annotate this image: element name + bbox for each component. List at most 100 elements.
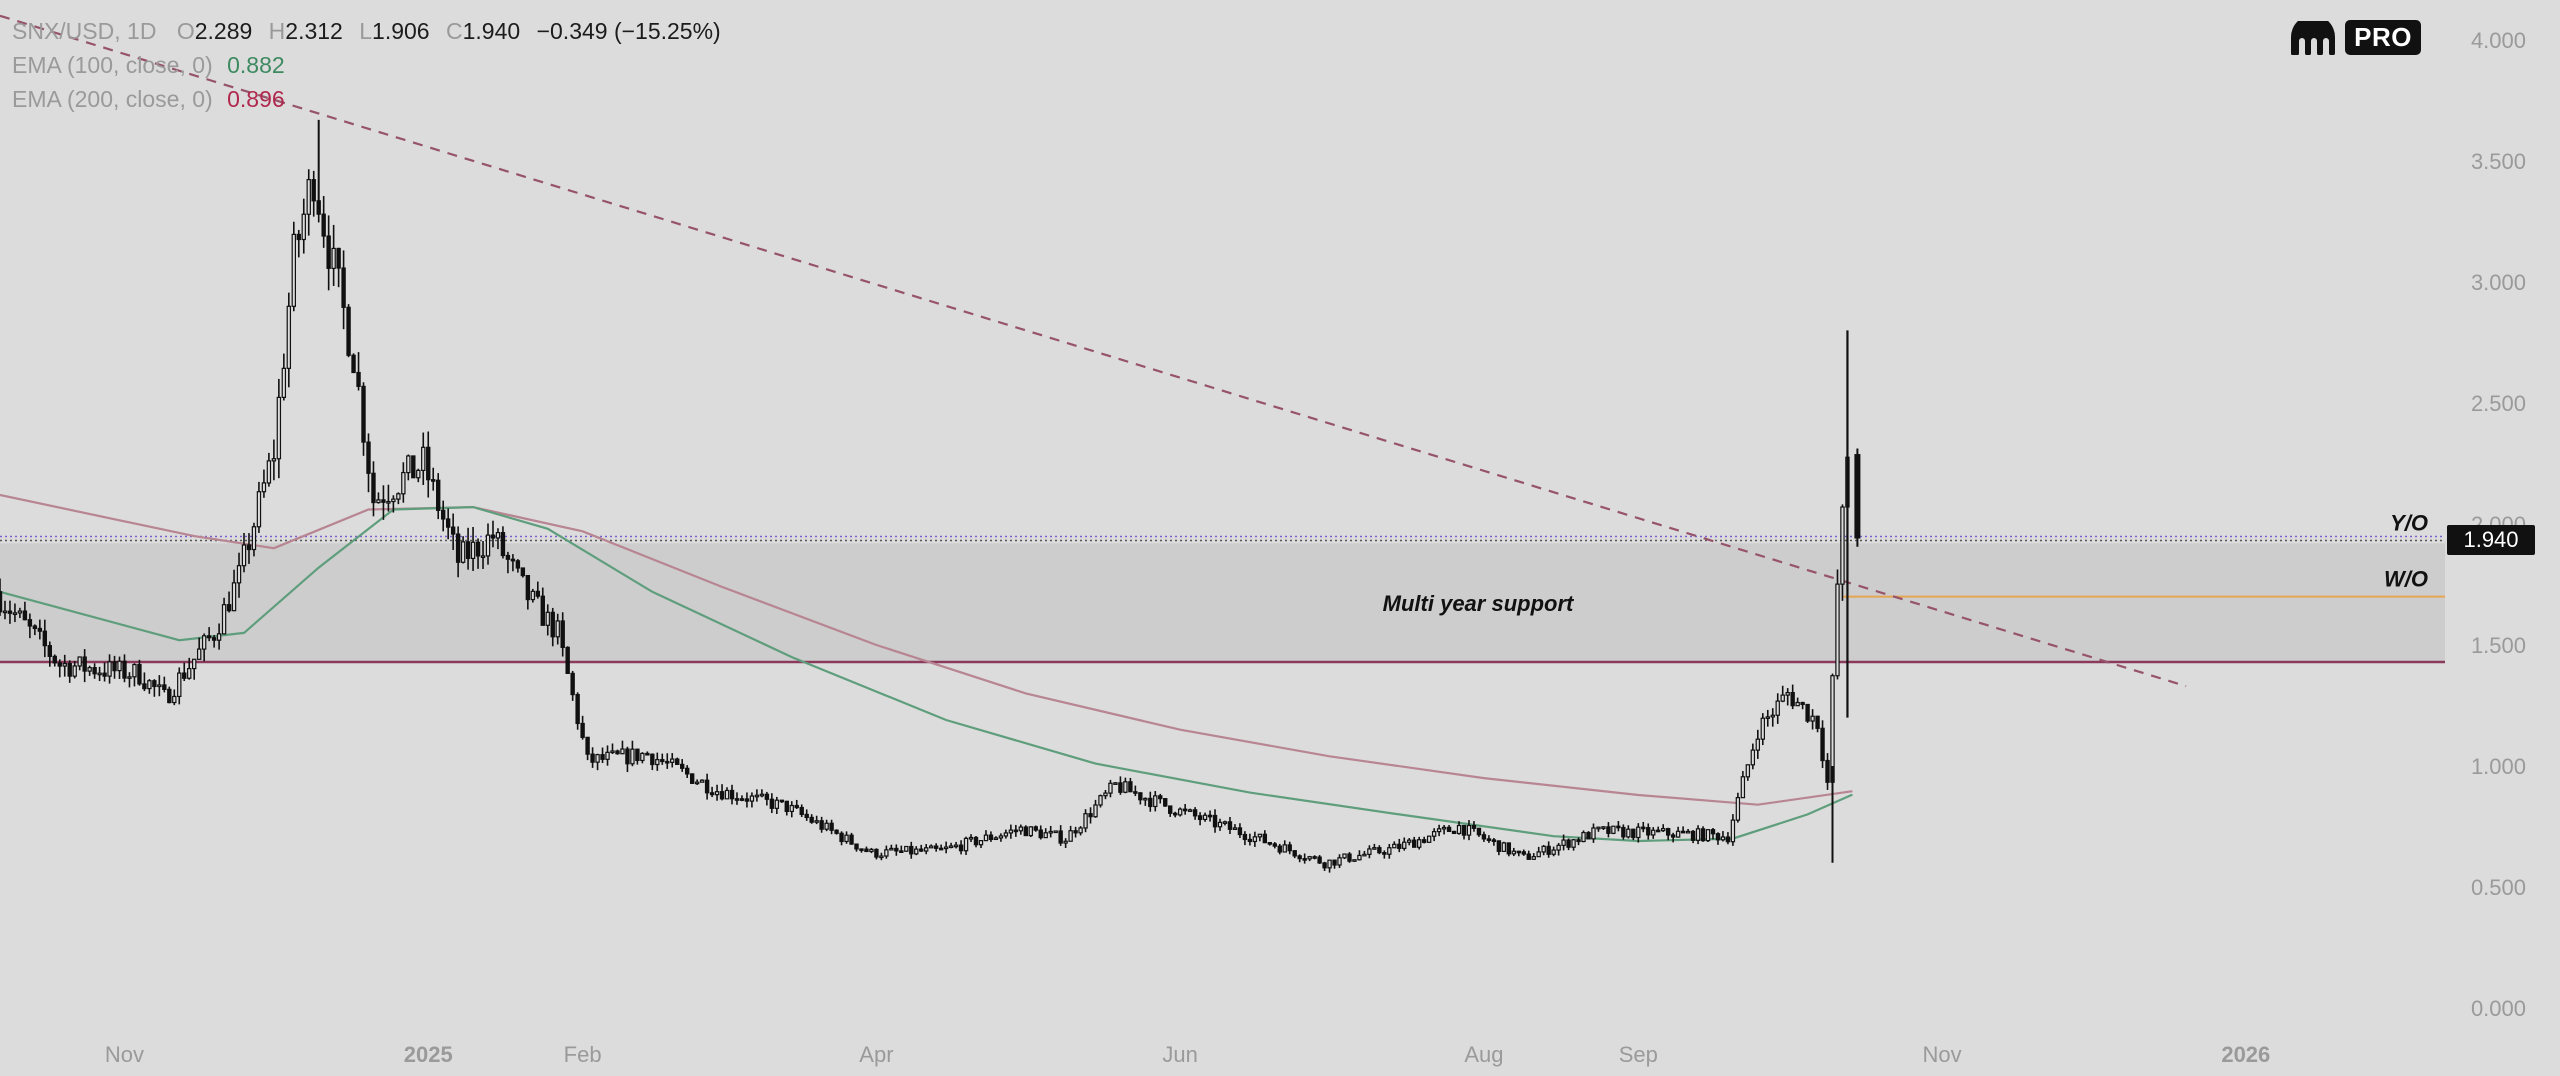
candle-body — [42, 630, 48, 647]
candle-body — [1566, 839, 1571, 848]
candle-body — [1775, 700, 1780, 716]
candle-body — [774, 799, 780, 809]
candle-body — [1750, 749, 1756, 766]
support-zone-label: Multi year support — [1383, 591, 1575, 616]
candle-body — [610, 750, 615, 754]
candle-body — [1342, 853, 1347, 859]
candle-body — [1441, 826, 1447, 830]
candle-body — [1003, 832, 1009, 837]
candle-body — [1322, 862, 1327, 869]
candle-body — [1416, 839, 1422, 848]
candle-body — [1033, 826, 1038, 831]
candle-body — [1521, 851, 1526, 855]
candle-body — [545, 611, 550, 626]
candle-body — [1511, 850, 1517, 855]
candle-body — [953, 844, 959, 848]
candle-body — [555, 620, 560, 638]
candle-body — [1740, 776, 1746, 799]
candle-body — [1172, 812, 1178, 816]
close-label: C — [446, 18, 463, 44]
candle-body — [963, 837, 969, 852]
x-tick-label: Sep — [1619, 1042, 1658, 1067]
candle-body — [1466, 824, 1472, 836]
candle-body — [261, 482, 267, 493]
candle-body — [759, 793, 765, 797]
candle-body — [635, 748, 640, 762]
candle-body — [769, 798, 775, 809]
candle-body — [1506, 842, 1512, 855]
x-tick-label: Nov — [1922, 1042, 1961, 1067]
candle-body — [1471, 824, 1477, 829]
candle-body — [879, 855, 884, 859]
candle-body — [1362, 853, 1367, 857]
yo-label: Y/O — [2390, 511, 2428, 536]
candle-body — [226, 604, 232, 612]
candle-body — [645, 752, 650, 756]
candle-body — [1611, 825, 1616, 834]
candle-body — [1018, 826, 1024, 832]
candle-body — [77, 656, 82, 667]
candle-body — [1372, 847, 1377, 850]
candle-body — [211, 637, 217, 641]
candle-body — [1182, 808, 1188, 812]
candle-body — [122, 660, 127, 679]
candle-body — [1636, 826, 1641, 839]
candle-body — [704, 779, 710, 794]
candle-body — [276, 396, 282, 460]
candle-body — [1237, 827, 1243, 836]
candle-body — [236, 565, 242, 584]
candle-body — [286, 305, 292, 369]
ema200-value: 0.896 — [227, 86, 285, 112]
candle-body — [784, 800, 789, 813]
candle-body — [719, 791, 725, 800]
candle-body — [1556, 844, 1561, 851]
candle-body — [1456, 824, 1462, 835]
candle-body — [864, 848, 869, 853]
x-tick-label: Aug — [1464, 1042, 1503, 1067]
candle-body — [356, 371, 361, 387]
candle-body — [1616, 825, 1621, 829]
candle-body — [1207, 814, 1213, 818]
ema100-label: EMA (100, close, 0) — [12, 52, 213, 78]
candle-body — [391, 498, 396, 503]
y-tick-label: 1.000 — [2471, 754, 2526, 779]
candle-body — [694, 781, 700, 785]
candle-body — [1023, 826, 1029, 837]
candle-body — [1143, 797, 1148, 801]
candle-body — [515, 560, 521, 569]
candle-body — [535, 590, 541, 597]
candle-body — [1795, 701, 1800, 707]
candle-body — [1332, 859, 1337, 866]
candle-body — [331, 247, 336, 269]
candle-body — [620, 748, 625, 755]
candle-body — [540, 595, 545, 626]
candle-body — [1561, 839, 1566, 846]
candle-body — [1461, 824, 1467, 836]
candle-body — [1242, 833, 1248, 841]
last-candle-body — [1854, 454, 1861, 539]
candle-body — [933, 845, 939, 849]
candle-body — [1392, 843, 1397, 849]
descending-trendline — [0, 14, 2187, 688]
candle-body — [660, 759, 665, 763]
candle-body — [1421, 839, 1427, 843]
candle-body — [1835, 583, 1840, 677]
candle-body — [32, 625, 38, 630]
x-tick-label: Apr — [859, 1042, 893, 1067]
candle-body — [1680, 830, 1686, 834]
candle-body — [112, 661, 117, 672]
x-tick-label: Jun — [1162, 1042, 1197, 1067]
candle-body — [575, 693, 580, 725]
candle-body — [386, 500, 391, 504]
ema200-label: EMA (200, close, 0) — [12, 86, 213, 112]
open-value: 2.289 — [194, 18, 253, 44]
candle-body — [615, 750, 620, 755]
candle-body — [72, 665, 77, 677]
candle-body — [1501, 842, 1507, 852]
candle-body — [943, 846, 949, 850]
candle-body — [983, 834, 989, 842]
candle-body — [87, 667, 92, 672]
candle-body — [152, 680, 157, 688]
